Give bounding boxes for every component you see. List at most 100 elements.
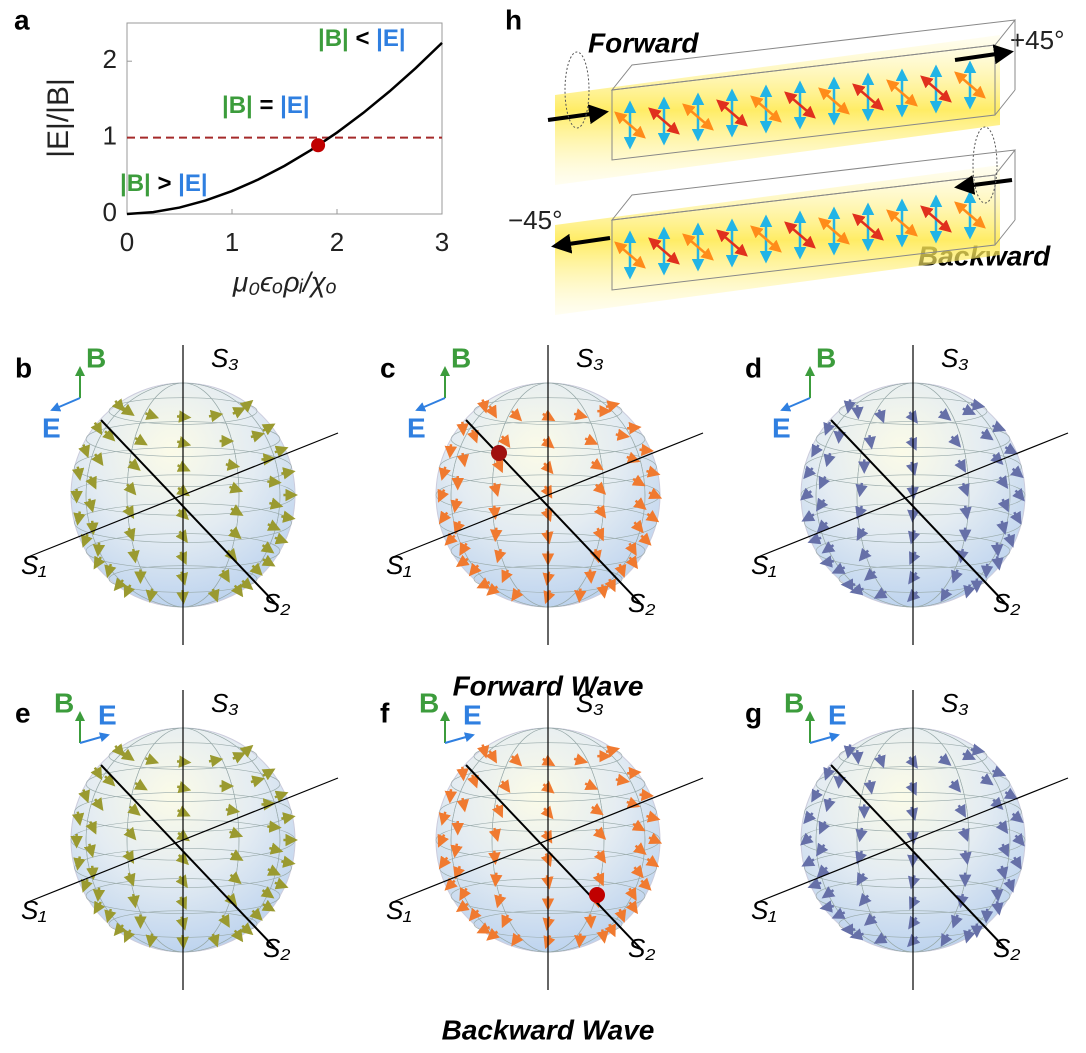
field-arrow (267, 826, 279, 827)
y-tick-label: 1 (103, 120, 117, 150)
annotation: |B| < |E| (318, 25, 406, 52)
field-arrow (590, 914, 591, 926)
panel-a: a |E|/|B| μ₀ϵₒρᵢ/χₒ 0123012|B| < |E||B| … (14, 4, 449, 297)
e-arrow (810, 735, 838, 743)
field-arrow (495, 873, 496, 885)
b-label: B (451, 342, 471, 373)
panel-label: f (380, 697, 390, 728)
field-arrow (590, 569, 591, 581)
e-arrow (782, 398, 810, 410)
e-arrow (417, 398, 445, 410)
annotation-part: |B| (120, 170, 151, 197)
axis-label: S₂ (263, 588, 290, 618)
panel-label: c (380, 352, 396, 383)
b-label: B (86, 342, 106, 373)
forward-label: Forward (588, 27, 699, 58)
axis-label: S₃ (576, 343, 604, 373)
field-arrow (986, 564, 987, 576)
y-axis-label: |E|/|B| (42, 78, 75, 158)
axis-label: S₁ (386, 895, 412, 925)
axis-label: S₃ (211, 343, 239, 373)
axis-label: S₁ (21, 550, 47, 580)
b-label: B (816, 342, 836, 373)
panel-h: h Forward +45° −45° Backward (505, 4, 1065, 315)
axis-label: S₂ (628, 933, 655, 963)
field-arrow (640, 450, 652, 451)
sphere-panel: bS₃S₁S₂BE (15, 342, 338, 645)
axis-label: S₁ (751, 550, 777, 580)
axis-label: S₃ (941, 343, 969, 373)
annotation-part: |E| (280, 92, 309, 119)
annotation-part: |B| (318, 25, 349, 52)
field-arrow (267, 481, 279, 482)
state-point (491, 445, 507, 461)
field-arrow (98, 888, 99, 900)
e-label: E (407, 412, 426, 443)
b-label: B (54, 687, 74, 718)
field-arrow (997, 543, 998, 555)
field-arrow (839, 429, 840, 441)
x-axis-label: μ₀ϵₒρᵢ/χₒ (232, 266, 337, 297)
field-arrow (640, 795, 652, 796)
axis-label: S₂ (993, 933, 1020, 963)
field-arrow (450, 444, 451, 456)
axis-label: S₃ (576, 688, 604, 718)
b-label: B (784, 687, 804, 718)
field-arrow (627, 427, 639, 428)
field-arrow (450, 789, 451, 801)
e-label: E (42, 412, 61, 443)
caption: Backward Wave (442, 1014, 655, 1045)
axis-label: S₃ (211, 688, 239, 718)
b-label: B (419, 687, 439, 718)
angle-label: −45° (508, 205, 563, 235)
field-arrow (579, 589, 580, 601)
axis-label: S₂ (628, 588, 655, 618)
angle-label: +45° (1010, 25, 1065, 55)
figure: a |E|/|B| μ₀ϵₒρᵢ/χₒ 0123012|B| < |E||B| … (0, 0, 1086, 1053)
panel-label: h (505, 4, 522, 35)
field-arrow (98, 543, 99, 555)
e-label: E (463, 699, 482, 730)
field-arrow (997, 888, 998, 900)
annotation-part: = (259, 92, 273, 119)
x-tick-label: 3 (435, 227, 449, 257)
x-tick-label: 0 (120, 227, 134, 257)
sphere-panel: c S₃ S₁ S₂ B E (380, 342, 703, 645)
field-arrow (627, 772, 639, 773)
state-point (589, 887, 605, 903)
field-arrow (495, 528, 496, 540)
axis-label: S₁ (751, 895, 777, 925)
annotation-part: > (157, 170, 171, 197)
axis-label: S₂ (993, 588, 1020, 618)
y-tick-label: 0 (103, 197, 117, 227)
e-label: E (772, 412, 791, 443)
e-arrow (445, 735, 473, 743)
annotation-part: < (355, 25, 369, 52)
annotation: |B| > |E| (120, 170, 208, 197)
field-arrow (986, 909, 987, 921)
field-arrow (857, 405, 858, 417)
panel-label: a (14, 4, 30, 35)
annotation-part: |E| (178, 170, 207, 197)
x-tick-label: 2 (330, 227, 344, 257)
e-arrow (52, 398, 80, 410)
panel-label: d (745, 352, 762, 383)
axis-label: S₃ (941, 688, 969, 718)
e-arrow (80, 735, 108, 743)
y-tick-label: 2 (103, 44, 117, 74)
field-arrow (857, 750, 858, 762)
panel-label: e (15, 697, 31, 728)
axis-label: S₁ (386, 550, 412, 580)
annotation-part: |E| (376, 25, 405, 52)
annotation: |B| = |E| (222, 92, 310, 119)
panel-label: g (745, 697, 762, 728)
marker-point (311, 138, 325, 152)
e-label: E (828, 699, 847, 730)
field-arrow (462, 767, 463, 779)
field-arrow (579, 934, 580, 946)
field-arrow (839, 774, 840, 786)
field-arrow (462, 422, 463, 434)
